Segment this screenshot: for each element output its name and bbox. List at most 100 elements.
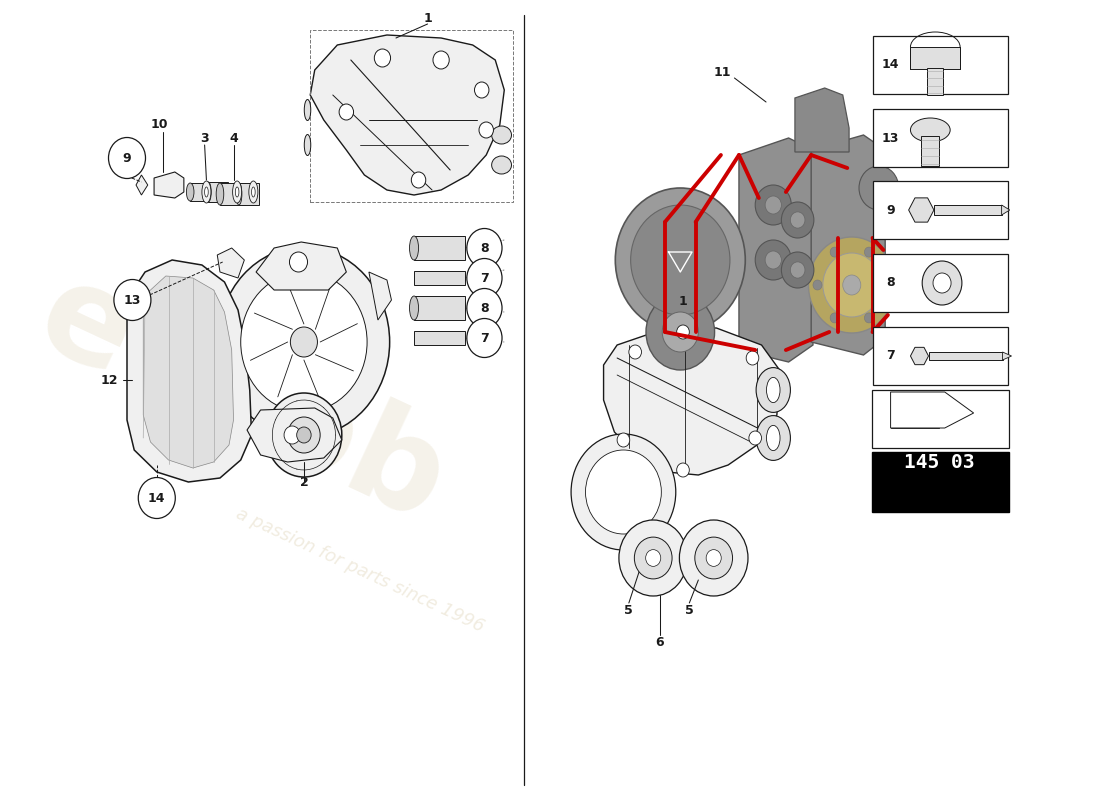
- Text: 13: 13: [123, 294, 141, 306]
- Text: a passion for parts since 1996: a passion for parts since 1996: [233, 504, 487, 636]
- Polygon shape: [608, 470, 660, 550]
- Polygon shape: [1002, 205, 1010, 215]
- Bar: [871, 390, 1009, 448]
- Circle shape: [922, 261, 961, 305]
- Circle shape: [830, 313, 839, 323]
- Circle shape: [288, 417, 320, 453]
- Bar: [871, 452, 1009, 512]
- Text: 7: 7: [887, 350, 895, 362]
- Bar: [911, 47, 960, 69]
- Bar: [310, 30, 514, 202]
- Polygon shape: [143, 276, 233, 468]
- Text: 1: 1: [424, 11, 432, 25]
- Text: 8: 8: [480, 302, 488, 314]
- Circle shape: [781, 252, 814, 288]
- Bar: [414, 236, 464, 260]
- Polygon shape: [1002, 352, 1012, 360]
- Polygon shape: [795, 88, 849, 152]
- Circle shape: [284, 426, 300, 444]
- Circle shape: [830, 247, 839, 257]
- Circle shape: [629, 345, 641, 359]
- Ellipse shape: [911, 118, 950, 142]
- Bar: [872, 254, 1008, 312]
- Circle shape: [266, 393, 342, 477]
- Bar: [872, 109, 1008, 167]
- Text: 1: 1: [679, 295, 688, 309]
- Circle shape: [766, 251, 781, 269]
- Polygon shape: [811, 135, 886, 355]
- Text: 14: 14: [148, 491, 165, 505]
- Bar: [414, 271, 464, 285]
- Text: 3: 3: [200, 131, 209, 145]
- Circle shape: [823, 253, 881, 317]
- Ellipse shape: [305, 134, 311, 155]
- Circle shape: [680, 520, 748, 596]
- Circle shape: [289, 252, 308, 272]
- Bar: [208, 182, 228, 202]
- Polygon shape: [909, 198, 934, 222]
- Circle shape: [630, 205, 730, 315]
- Bar: [872, 327, 1008, 385]
- Circle shape: [109, 138, 145, 178]
- Circle shape: [766, 196, 781, 214]
- Circle shape: [585, 450, 661, 534]
- Ellipse shape: [202, 181, 211, 203]
- Circle shape: [933, 273, 952, 293]
- Circle shape: [297, 427, 311, 443]
- Circle shape: [676, 325, 690, 339]
- Bar: [926, 68, 943, 95]
- Bar: [414, 331, 464, 345]
- Circle shape: [466, 318, 502, 358]
- Circle shape: [676, 463, 690, 477]
- Circle shape: [790, 212, 805, 228]
- Bar: [220, 183, 245, 205]
- Bar: [928, 352, 1002, 360]
- Circle shape: [615, 188, 746, 332]
- Circle shape: [290, 327, 318, 357]
- Ellipse shape: [767, 426, 780, 450]
- Text: 5: 5: [685, 603, 694, 617]
- Circle shape: [339, 104, 353, 120]
- Bar: [414, 296, 464, 320]
- Ellipse shape: [492, 156, 512, 174]
- Polygon shape: [891, 392, 974, 428]
- Bar: [922, 136, 939, 166]
- Circle shape: [746, 351, 759, 365]
- Circle shape: [466, 289, 502, 327]
- Ellipse shape: [232, 181, 242, 203]
- Circle shape: [756, 240, 791, 280]
- Circle shape: [859, 166, 899, 210]
- Circle shape: [374, 49, 390, 67]
- Text: 4: 4: [229, 131, 238, 145]
- Ellipse shape: [305, 99, 311, 121]
- Text: 14: 14: [882, 58, 900, 71]
- Text: 13: 13: [882, 131, 900, 145]
- Circle shape: [478, 122, 494, 138]
- Circle shape: [749, 431, 761, 445]
- Ellipse shape: [756, 368, 791, 413]
- Polygon shape: [911, 347, 928, 365]
- Circle shape: [139, 478, 175, 518]
- Circle shape: [474, 82, 488, 98]
- Text: 9: 9: [123, 151, 131, 165]
- Polygon shape: [218, 248, 244, 278]
- Circle shape: [808, 237, 895, 333]
- Circle shape: [241, 272, 367, 412]
- Ellipse shape: [205, 187, 208, 197]
- Ellipse shape: [249, 181, 257, 203]
- Circle shape: [411, 172, 426, 188]
- Text: eurob: eurob: [19, 250, 466, 550]
- Text: 8: 8: [887, 277, 895, 290]
- Circle shape: [881, 280, 891, 290]
- Polygon shape: [248, 408, 342, 462]
- Polygon shape: [126, 260, 252, 482]
- Bar: [872, 181, 1008, 239]
- Polygon shape: [368, 272, 392, 320]
- Circle shape: [466, 258, 502, 298]
- Circle shape: [695, 537, 733, 579]
- Text: 5: 5: [625, 603, 634, 617]
- Polygon shape: [136, 175, 147, 195]
- Polygon shape: [604, 328, 780, 475]
- Ellipse shape: [235, 183, 242, 205]
- Circle shape: [571, 434, 675, 550]
